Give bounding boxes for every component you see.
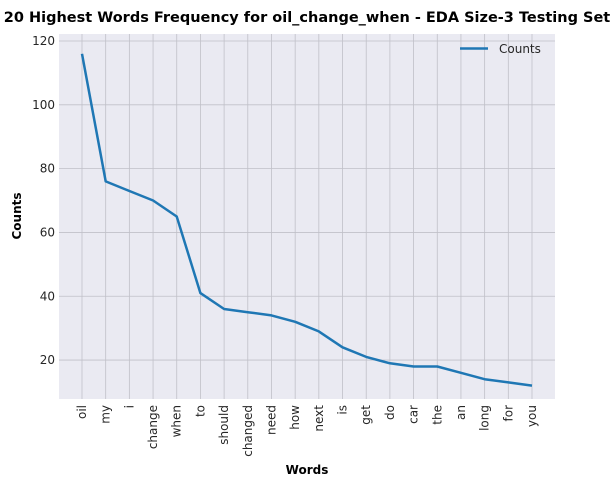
x-axis-label: Words <box>286 463 329 477</box>
plot-area <box>59 34 555 399</box>
x-tick-label: my <box>99 405 113 424</box>
x-tick-label: i <box>122 405 136 408</box>
y-tick-label: 40 <box>40 289 55 303</box>
x-tick-label: next <box>312 405 326 432</box>
y-tick-labels: 20 40 60 80 100 120 <box>32 34 55 367</box>
x-tick-label: the <box>430 405 444 425</box>
y-tick-label: 20 <box>40 353 55 367</box>
x-tick-label: how <box>288 405 302 430</box>
y-tick-label: 120 <box>32 34 55 48</box>
x-tick-label: should <box>217 405 231 445</box>
x-tick-label: changed <box>241 405 255 457</box>
x-tick-label: oil <box>75 405 89 419</box>
x-tick-label: do <box>383 405 397 420</box>
x-tick-label: get <box>359 405 373 425</box>
y-axis-label: Counts <box>10 192 24 239</box>
series-group <box>80 53 533 387</box>
x-tick-label: is <box>336 405 350 415</box>
chart-title: 20 Highest Words Frequency for oil_chang… <box>4 10 611 26</box>
y-tick-label: 60 <box>40 225 55 239</box>
y-tick-label: 100 <box>32 98 55 112</box>
x-tick-label: long <box>478 405 492 431</box>
legend-label: Counts <box>499 42 541 56</box>
y-tick-label: 80 <box>40 162 55 176</box>
x-tick-label: car <box>407 405 421 424</box>
x-tick-label: an <box>454 405 468 420</box>
x-tick-label: change <box>146 405 160 449</box>
x-tick-label: to <box>193 405 207 417</box>
grid <box>59 34 555 399</box>
x-tick-label: for <box>501 405 515 422</box>
x-tick-label: when <box>170 405 184 437</box>
x-tick-labels: oil my i change when to should changed need how ne… <box>75 405 539 457</box>
x-tick-label: you <box>525 405 539 427</box>
x-tick-label: need <box>264 405 278 435</box>
series-line-counts <box>80 53 533 387</box>
legend: Counts <box>460 42 541 56</box>
